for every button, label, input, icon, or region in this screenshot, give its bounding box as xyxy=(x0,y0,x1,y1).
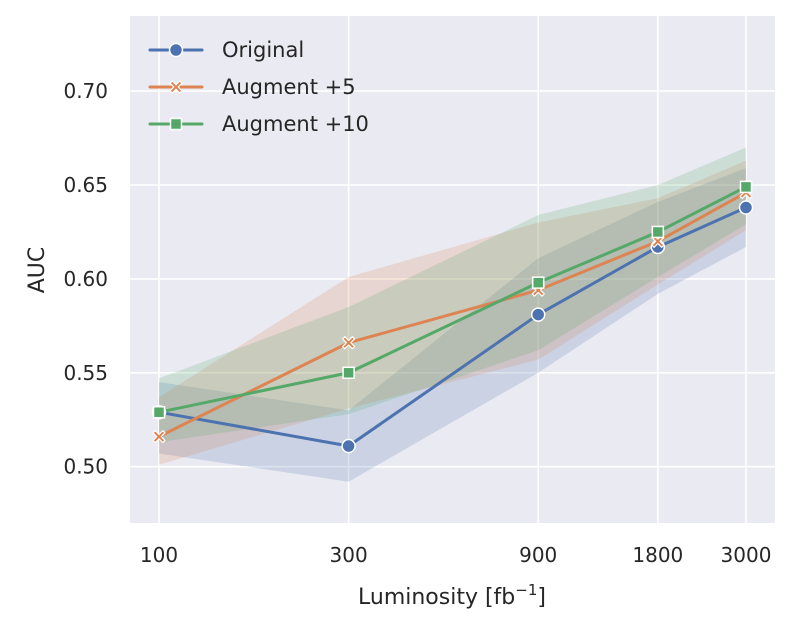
series-markers xyxy=(151,180,754,454)
x-axis-label-superscript: −1 xyxy=(515,581,537,599)
data-point-1-0 xyxy=(152,430,166,444)
data-point-2-4 xyxy=(739,180,753,194)
y-tick-label: 0.55 xyxy=(63,361,108,385)
x-axis-label-main: Luminosity [fb xyxy=(358,585,515,610)
data-point-2-0 xyxy=(152,405,166,419)
x-axis-label-end: ] xyxy=(537,585,546,610)
data-point-0-4 xyxy=(738,200,754,215)
data-point-2-2 xyxy=(531,276,545,289)
x-tick-label: 300 xyxy=(330,543,368,567)
x-axis-label: Luminosity [fb−1] xyxy=(358,581,546,610)
y-tick-label: 0.70 xyxy=(63,79,108,103)
data-point-2-3 xyxy=(651,225,665,239)
plot-area xyxy=(130,16,775,523)
legend-marker-0 xyxy=(168,42,184,58)
y-tick-labels: 0.50 0.55 0.60 0.65 0.70 xyxy=(63,79,108,479)
data-point-0-1 xyxy=(341,438,356,454)
y-tick-label: 0.50 xyxy=(63,455,108,479)
y-axis-label: AUC xyxy=(25,247,50,294)
legend-marker-2 xyxy=(169,117,183,131)
x-tick-label: 100 xyxy=(140,543,178,567)
data-point-0-2 xyxy=(530,307,546,322)
y-tick-label: 0.60 xyxy=(63,267,108,291)
x-tick-label: 1800 xyxy=(632,543,683,567)
x-tick-label: 3000 xyxy=(721,543,772,567)
y-tick-label: 0.65 xyxy=(63,173,108,197)
x-tick-label: 900 xyxy=(519,543,557,567)
legend-marker-1 xyxy=(169,80,183,94)
x-tick-labels: 100 300 900 1800 3000 xyxy=(140,543,772,567)
data-point-2-1 xyxy=(342,366,355,380)
legend: Original Augment +5 Augment +10 xyxy=(148,38,369,136)
confidence-band-0 xyxy=(159,168,746,482)
legend-label-1: Augment +5 xyxy=(222,75,356,99)
confidence-band-2 xyxy=(159,147,746,443)
legend-label-2: Augment +10 xyxy=(222,112,369,136)
data-point-1-1 xyxy=(342,336,356,350)
legend-label-0: Original xyxy=(222,38,304,62)
